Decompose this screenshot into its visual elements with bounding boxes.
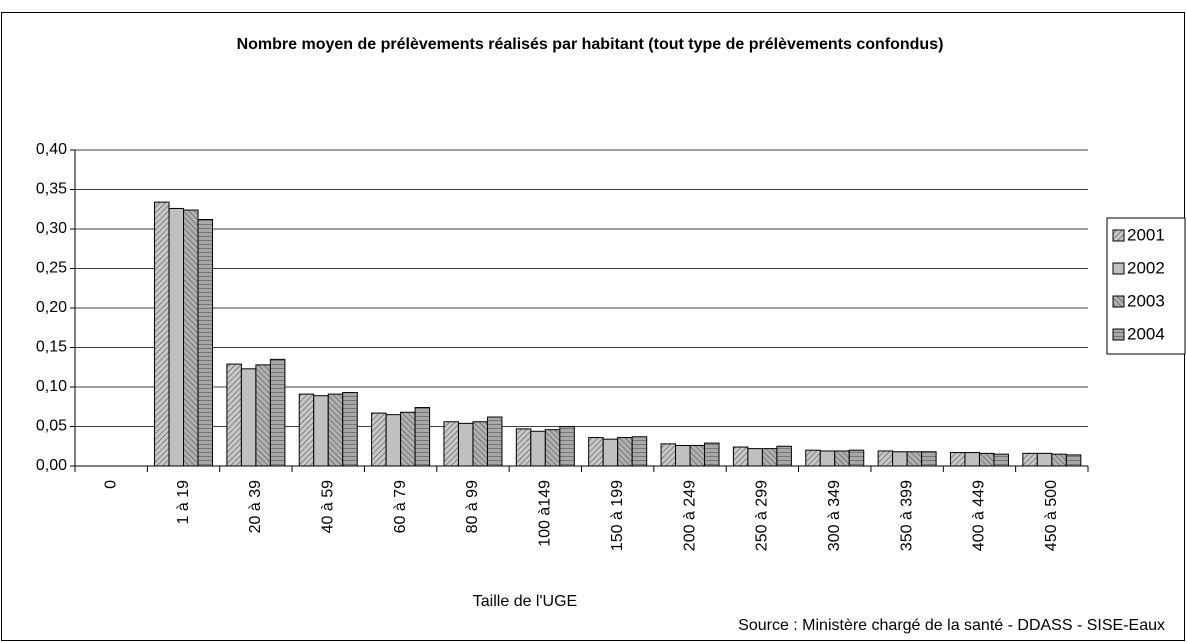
- bar: [1065, 454, 1082, 467]
- bar: [805, 449, 821, 467]
- x-tick-label: 150 à 199: [609, 480, 626, 551]
- y-tick-label: 0,35: [36, 181, 67, 198]
- bar: [675, 444, 691, 467]
- x-tick-label: 300 à 349: [826, 480, 843, 551]
- y-tick-label: 0,25: [36, 260, 67, 277]
- bar: [602, 438, 619, 467]
- bar: [486, 416, 503, 467]
- x-axis-title: Taille de l'UGE: [473, 593, 577, 610]
- y-tick-label: 0,05: [36, 418, 67, 435]
- x-tick-label: 100 à149: [537, 480, 554, 547]
- bar: [978, 452, 995, 467]
- bar: [993, 453, 1009, 467]
- bar: [732, 446, 749, 467]
- bar: [342, 392, 358, 467]
- legend-label: 2004: [1127, 324, 1165, 343]
- bar: [400, 411, 416, 467]
- bar: [472, 421, 488, 467]
- x-tick-label: 400 à 449: [971, 480, 988, 551]
- bar: [154, 201, 170, 467]
- bar: [949, 452, 966, 467]
- x-tick-label: 450 à 500: [1043, 480, 1060, 551]
- bar: [689, 444, 706, 467]
- bar: [747, 448, 763, 467]
- x-tick-label: 40 à 59: [319, 480, 336, 533]
- y-tick-label: 0,40: [36, 141, 67, 158]
- bar: [588, 437, 604, 467]
- bar: [964, 452, 980, 467]
- x-tick-label: 0: [102, 480, 119, 489]
- bar: [892, 451, 908, 467]
- bar: [530, 430, 546, 467]
- bar: [544, 429, 561, 467]
- bar: [1022, 452, 1038, 467]
- bar: [255, 364, 271, 467]
- bar: [371, 412, 387, 467]
- x-tick-label: 1 à 19: [175, 480, 192, 525]
- legend-swatch: [1112, 328, 1125, 341]
- bar: [269, 358, 286, 467]
- x-tick-label: 200 à 249: [681, 480, 698, 551]
- bar: [761, 448, 778, 467]
- bar: [327, 393, 344, 467]
- legend-swatch: [1112, 295, 1125, 308]
- bar: [515, 428, 532, 467]
- source-note: Source : Ministère chargé de la santé - …: [738, 617, 1165, 634]
- y-tick-label: 0,20: [36, 299, 67, 316]
- bar: [226, 363, 242, 467]
- bar: [457, 422, 474, 467]
- bar: [921, 451, 937, 467]
- bar: [877, 450, 894, 467]
- bar: [559, 426, 575, 467]
- bar: [906, 451, 923, 467]
- bar: [617, 437, 633, 467]
- bar: [298, 393, 315, 467]
- bar: [313, 395, 329, 467]
- bar: [414, 407, 431, 467]
- x-tick-label: 350 à 399: [898, 480, 915, 551]
- y-tick-label: 0,30: [36, 220, 67, 237]
- bar: [848, 449, 865, 467]
- legend-label: 2002: [1127, 258, 1165, 277]
- legend-label: 2001: [1127, 225, 1165, 244]
- legend-swatch: [1112, 229, 1125, 242]
- x-tick-label: 20 à 39: [247, 480, 264, 533]
- bar: [183, 209, 199, 467]
- bar: [819, 450, 836, 467]
- bar: [385, 414, 402, 467]
- x-tick-label: 60 à 79: [392, 480, 409, 533]
- bar: [197, 219, 214, 467]
- bar: [240, 368, 257, 467]
- bar: [776, 445, 792, 467]
- bar: [168, 207, 185, 467]
- y-tick-label: 0,15: [36, 339, 67, 356]
- legend-label: 2003: [1127, 291, 1165, 310]
- y-tick-label: 0,00: [36, 457, 67, 474]
- bar: [660, 443, 677, 467]
- bar: [834, 450, 850, 467]
- legend-swatch: [1112, 262, 1125, 275]
- y-tick-label: 0,10: [36, 378, 67, 395]
- chart-title: Nombre moyen de prélèvements réalisés pa…: [237, 36, 944, 53]
- bar: [1036, 452, 1053, 467]
- bar: [1051, 453, 1067, 467]
- bar: [704, 442, 720, 467]
- x-tick-label: 80 à 99: [464, 480, 481, 533]
- bar: [443, 421, 459, 467]
- x-tick-label: 250 à 299: [754, 480, 771, 551]
- bar: [631, 436, 648, 467]
